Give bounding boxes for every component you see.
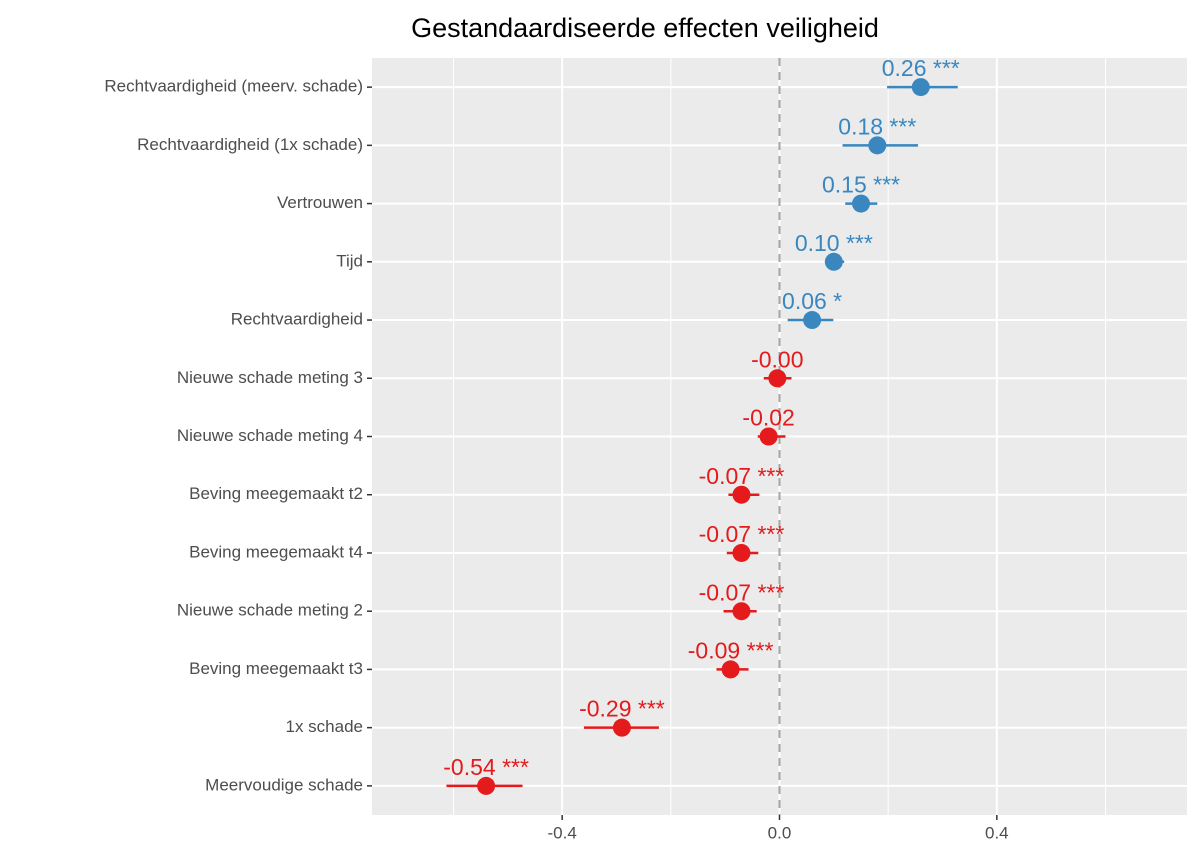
value-label: -0.00: [751, 346, 803, 372]
value-label: 0.10 ***: [795, 230, 873, 256]
y-tick-label: Vertrouwen: [277, 193, 363, 212]
value-label: -0.07 ***: [699, 579, 785, 605]
value-label: 0.06 *: [782, 288, 842, 314]
point: [824, 252, 843, 271]
value-label: -0.29 ***: [579, 696, 665, 722]
chart-title: Gestandaardiseerde effecten veiligheid: [411, 13, 879, 43]
point: [612, 718, 631, 737]
point: [868, 136, 887, 155]
point: [477, 776, 496, 795]
value-label: 0.18 ***: [838, 113, 916, 139]
y-tick-label: Rechtvaardigheid (1x schade): [137, 135, 363, 154]
y-tick-label: Beving meegemaakt t3: [189, 659, 363, 678]
point: [732, 602, 751, 621]
x-tick-label: -0.4: [548, 823, 577, 842]
point: [759, 427, 778, 446]
value-label: -0.07 ***: [699, 463, 785, 489]
value-label: -0.09 ***: [688, 638, 774, 664]
point: [732, 543, 751, 562]
y-tick-label: Rechtvaardigheid: [231, 310, 363, 329]
x-tick-label: 0.0: [768, 823, 792, 842]
y-tick-label: Nieuwe schade meting 2: [177, 601, 363, 620]
y-tick-label: Rechtvaardigheid (meerv. schade): [104, 77, 363, 96]
value-label: 0.26 ***: [882, 55, 960, 81]
y-tick-label: Beving meegemaakt t2: [189, 484, 363, 503]
x-tick-label: 0.4: [985, 823, 1009, 842]
value-label: -0.07 ***: [699, 521, 785, 547]
value-label: -0.54 ***: [443, 754, 529, 780]
point: [721, 660, 740, 679]
y-tick-label: 1x schade: [286, 717, 364, 736]
y-tick-label: Nieuwe schade meting 3: [177, 368, 363, 387]
value-label: 0.15 ***: [822, 172, 900, 198]
value-label: -0.02: [742, 405, 794, 431]
y-tick-label: Nieuwe schade meting 4: [177, 426, 363, 445]
y-tick-label: Tijd: [336, 251, 363, 270]
y-tick-label: Meervoudige schade: [205, 775, 363, 794]
point: [768, 369, 787, 388]
point: [803, 311, 822, 330]
point: [732, 485, 751, 504]
point: [911, 78, 930, 97]
y-tick-label: Beving meegemaakt t4: [189, 542, 363, 561]
point: [852, 194, 870, 213]
